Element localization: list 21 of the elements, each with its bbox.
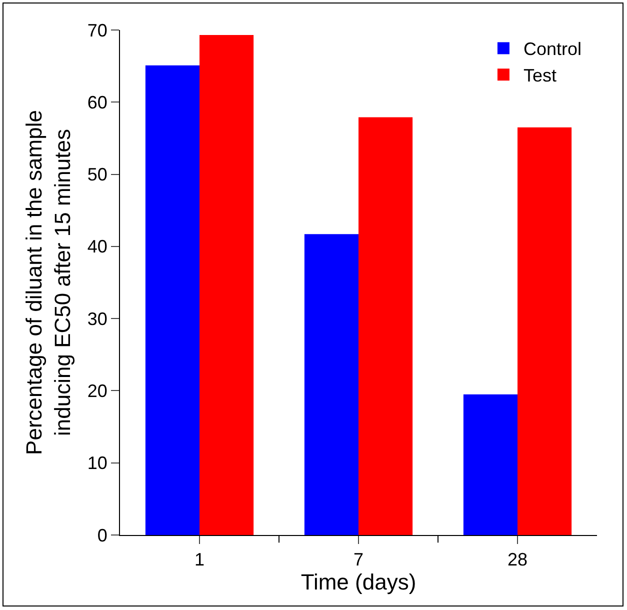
bar	[463, 394, 518, 535]
x-tick-label: 1	[194, 550, 205, 570]
bar	[358, 117, 413, 535]
y-axis-title: Percentage of diluant in the sample inducing EC50 after 15 minutes	[22, 110, 76, 455]
legend-label: Control	[523, 39, 582, 60]
legend-label: Test	[523, 66, 556, 86]
y-tick-label: 50	[87, 164, 108, 185]
x-tick-label: 7	[353, 550, 364, 570]
bar	[304, 234, 358, 535]
y-tick-label: 0	[97, 525, 108, 546]
y-tick-label: 70	[87, 20, 108, 40]
y-tick-label: 30	[87, 308, 108, 329]
y-tick-label: 60	[87, 92, 108, 112]
bar	[200, 35, 254, 535]
y-tick-label: 40	[87, 236, 108, 257]
bar	[145, 65, 200, 535]
x-tick-label: 28	[507, 550, 528, 570]
y-tick-label: 10	[87, 453, 108, 474]
y-tick-label: 20	[87, 381, 108, 402]
bar	[518, 127, 572, 535]
x-axis-title: Time (days)	[300, 570, 416, 595]
